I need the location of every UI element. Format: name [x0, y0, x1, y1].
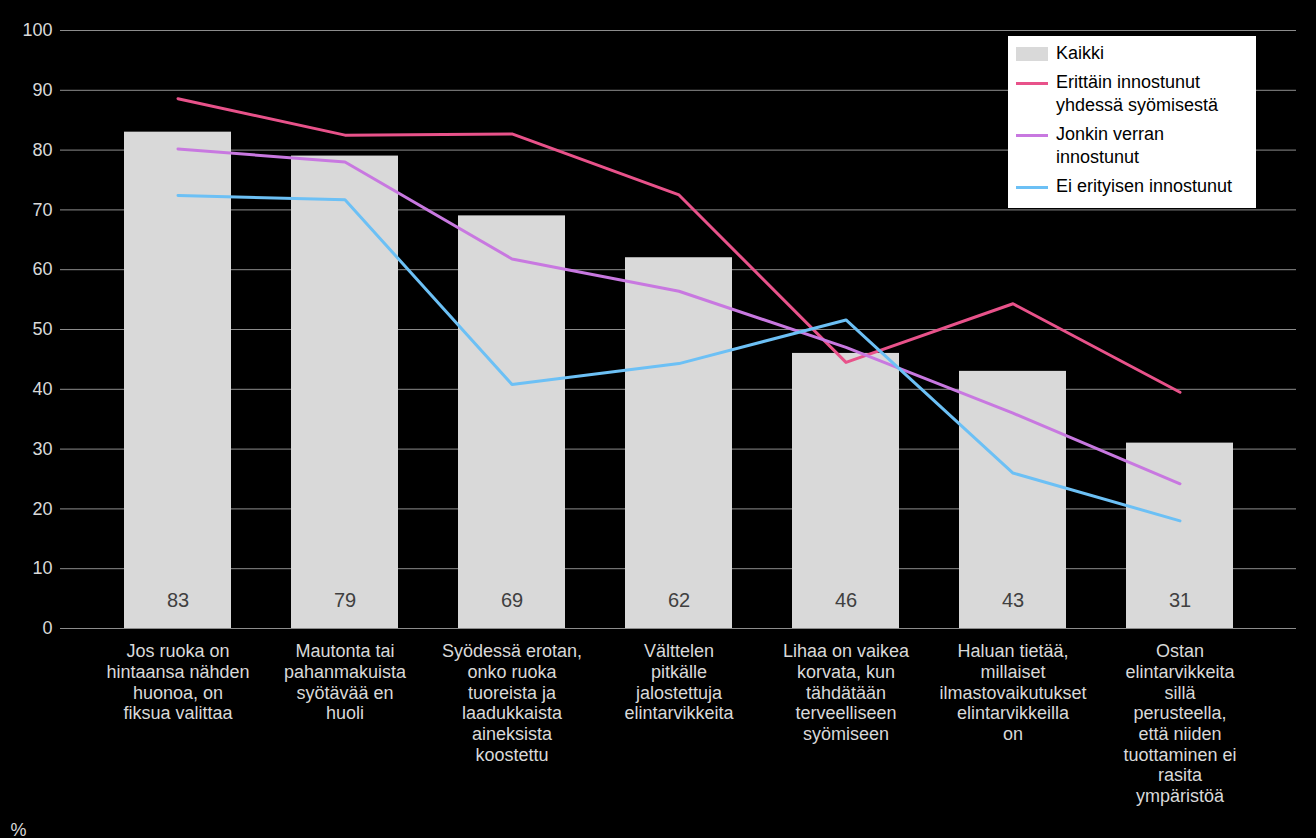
svg-text:Lihaa on vaikeakorvata, kuntäh: Lihaa on vaikeakorvata, kuntähdätäänterv…	[783, 641, 910, 744]
svg-text:%: %	[11, 820, 27, 838]
svg-text:30: 30	[32, 439, 52, 459]
svg-text:Mautonta taipahanmakuistasyötä: Mautonta taipahanmakuistasyötävää enhuol…	[284, 641, 407, 723]
svg-text:50: 50	[32, 319, 52, 339]
svg-text:20: 20	[32, 499, 52, 519]
svg-text:10: 10	[32, 558, 52, 578]
svg-text:Välttelenpitkällejalostettujae: Välttelenpitkällejalostettujaelintarvikk…	[624, 641, 734, 723]
svg-text:70: 70	[32, 200, 52, 220]
html-text:Ei erityisen innostunut: Ei erityisen innostunut	[1056, 176, 1233, 196]
svg-text:0: 0	[42, 618, 52, 638]
svg-text:Ostanelintarvikkeitasilläperus: Ostanelintarvikkeitasilläperusteella,ett…	[1123, 641, 1236, 806]
svg-text:46: 46	[835, 589, 857, 611]
svg-text:90: 90	[32, 80, 52, 100]
html-text:Jonkin verran innostunut: Jonkin verran innostunut	[1056, 124, 1165, 167]
svg-text:100: 100	[22, 20, 52, 40]
html-text:Erittäin innostunut yhdessä sy: Erittäin innostunut yhdessä syömisestä	[1056, 72, 1219, 115]
svg-text:Syödessä erotan,onko ruokatuor: Syödessä erotan,onko ruokatuoreista jala…	[442, 641, 582, 765]
svg-text:40: 40	[32, 379, 52, 399]
svg-text:31: 31	[1169, 589, 1191, 611]
svg-text:Jos ruoka onhintaansa nähdenhu: Jos ruoka onhintaansa nähdenhuonoa, onfi…	[106, 641, 249, 723]
svg-text:83: 83	[167, 589, 189, 611]
svg-text:69: 69	[501, 589, 523, 611]
svg-text:80: 80	[32, 140, 52, 160]
svg-text:79: 79	[334, 589, 356, 611]
svg-text:60: 60	[32, 259, 52, 279]
svg-text:Haluan tietää,millaisetilmasto: Haluan tietää,millaisetilmastovaikutukse…	[939, 641, 1086, 744]
svg-text:43: 43	[1002, 589, 1024, 611]
svg-text:62: 62	[668, 589, 690, 611]
html-text:Kaikki: Kaikki	[1056, 43, 1104, 63]
